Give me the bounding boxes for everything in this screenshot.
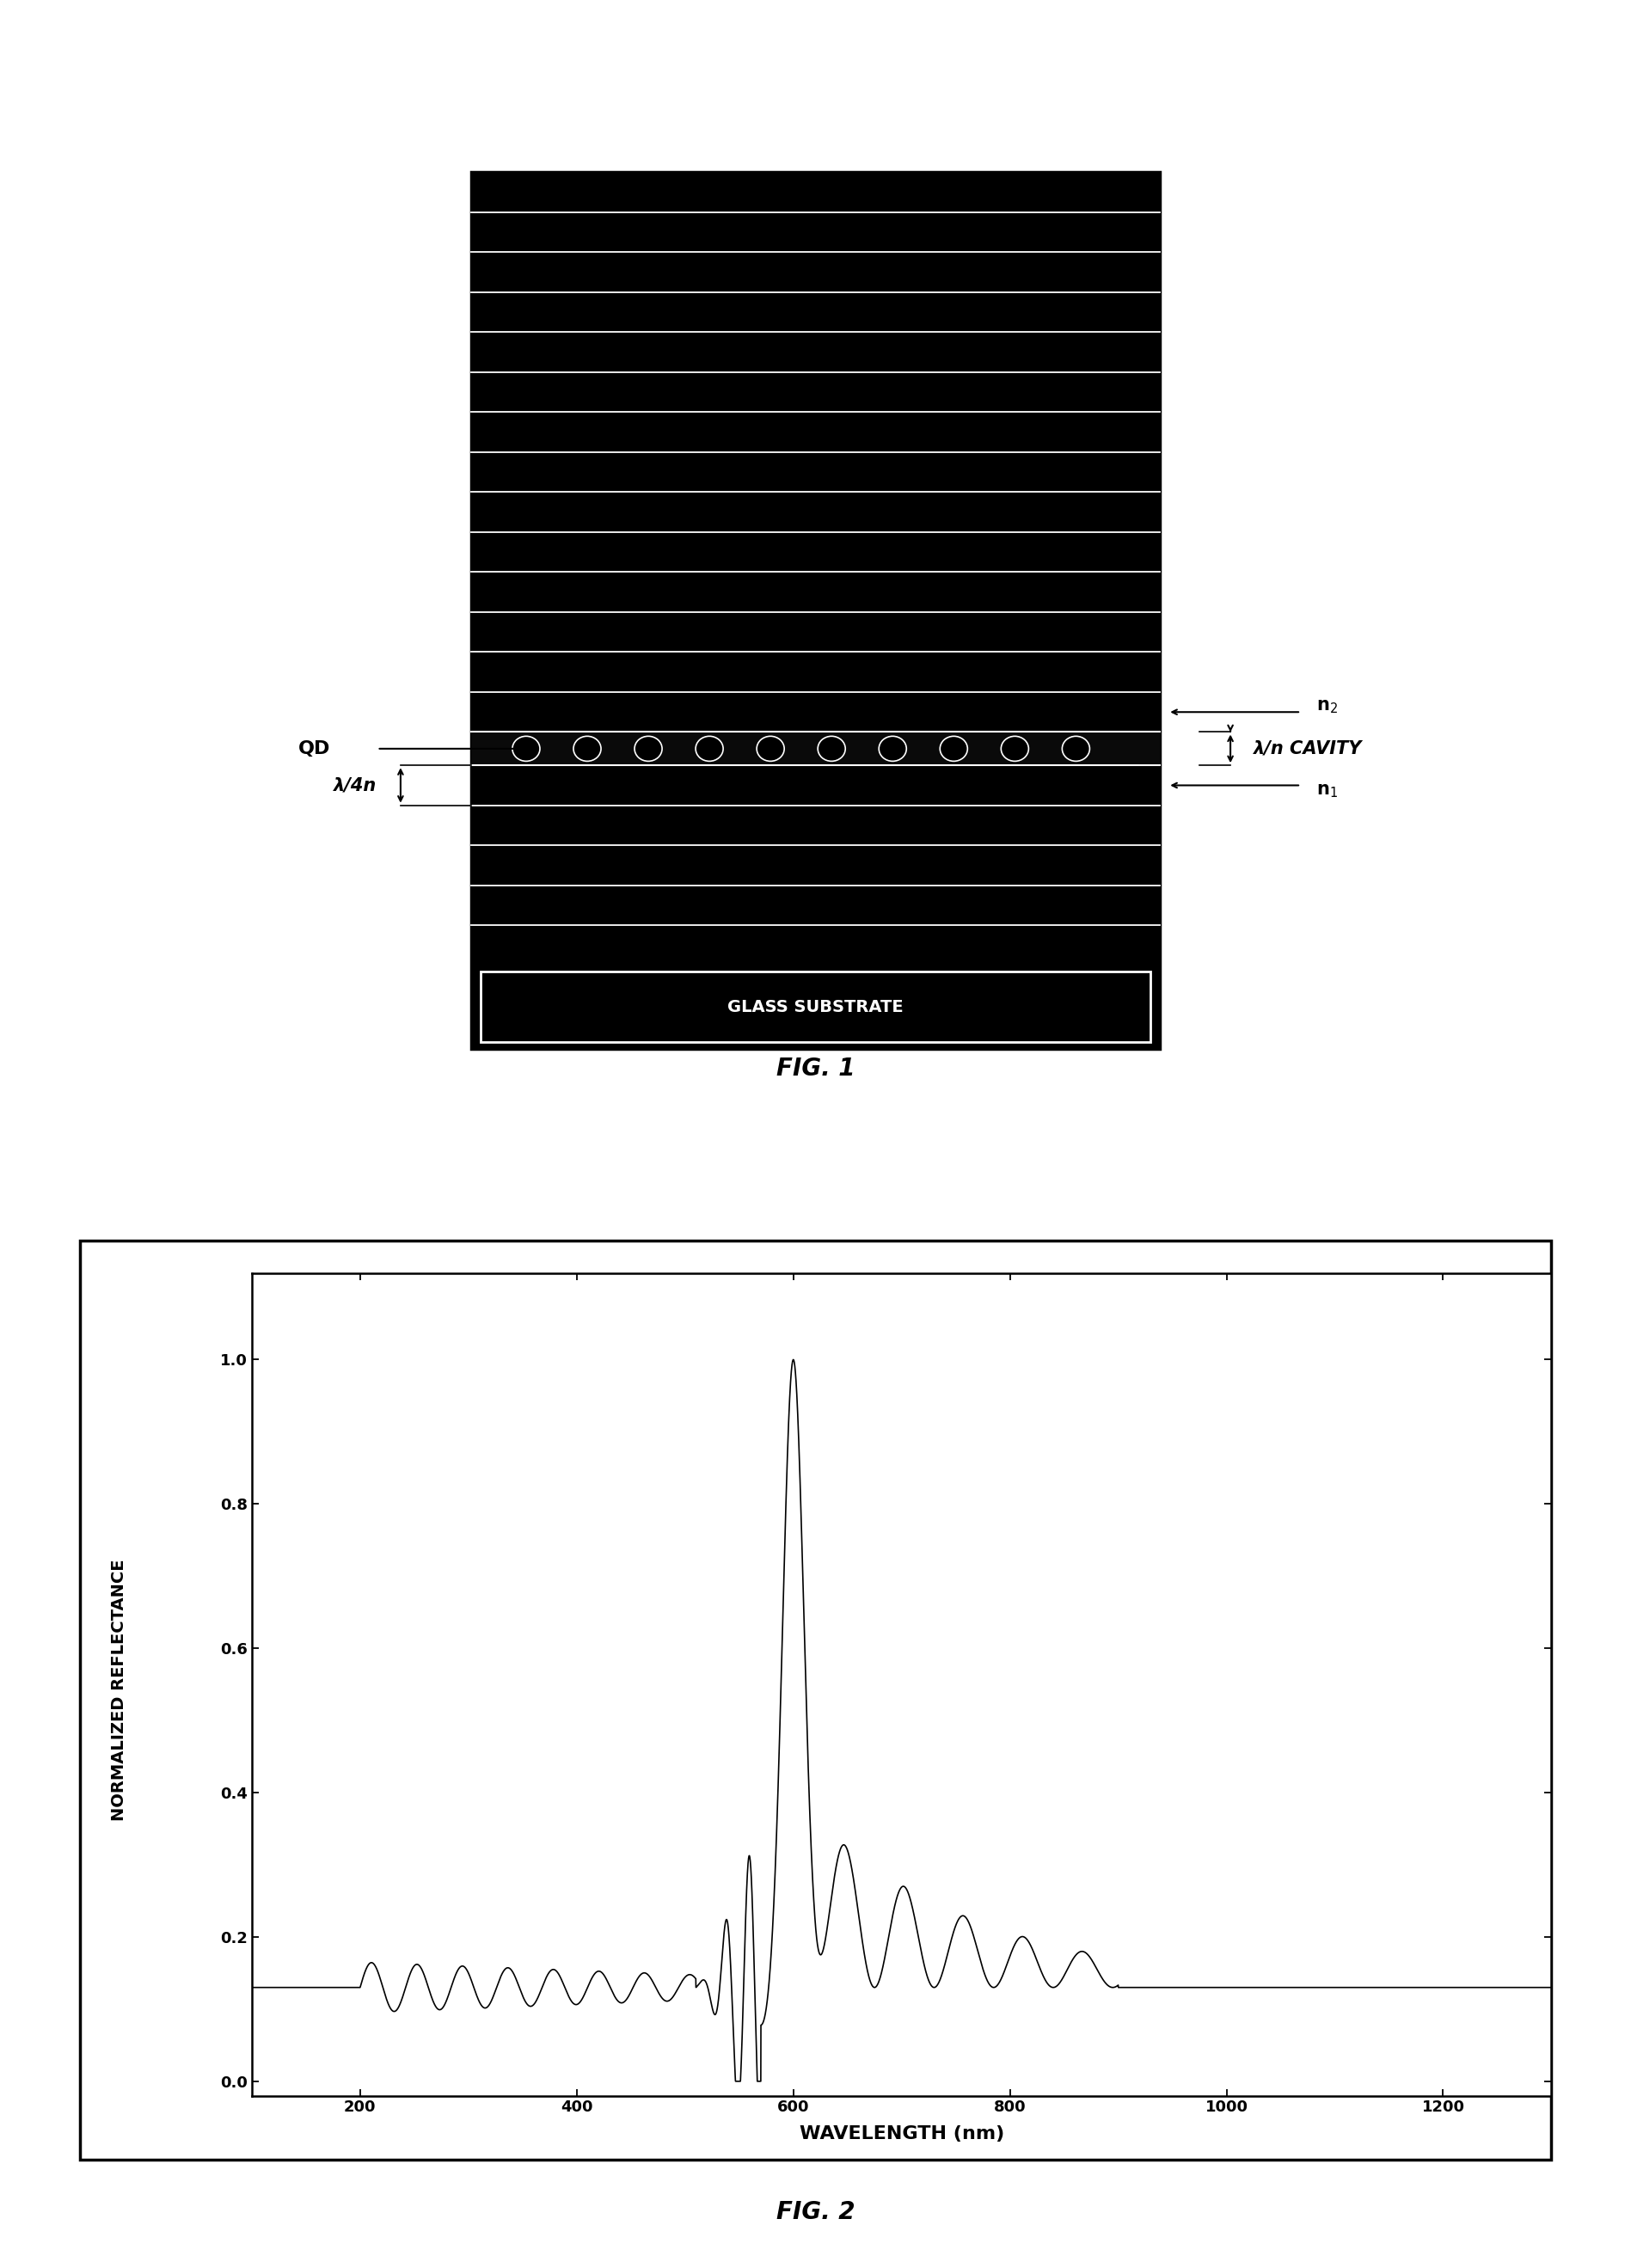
Ellipse shape	[939, 737, 967, 762]
Text: GLASS SUBSTRATE: GLASS SUBSTRATE	[727, 998, 904, 1016]
Ellipse shape	[696, 737, 723, 762]
Ellipse shape	[574, 737, 600, 762]
Text: FIG. 1: FIG. 1	[776, 1057, 855, 1080]
Text: λ/n CAVITY: λ/n CAVITY	[1254, 739, 1362, 758]
Ellipse shape	[634, 737, 662, 762]
Ellipse shape	[817, 737, 845, 762]
Text: FIG. 2: FIG. 2	[776, 2200, 855, 2225]
Bar	[471, 172, 1160, 1048]
Bar	[481, 971, 1150, 1041]
Bar	[471, 733, 1160, 764]
Ellipse shape	[512, 737, 540, 762]
Ellipse shape	[1001, 737, 1029, 762]
Text: QD: QD	[298, 739, 329, 758]
Text: n$_1$: n$_1$	[1316, 782, 1337, 798]
Ellipse shape	[879, 737, 907, 762]
Text: n$_2$: n$_2$	[1316, 699, 1337, 714]
Text: NORMALIZED REFLECTANCE: NORMALIZED REFLECTANCE	[111, 1558, 127, 1821]
Ellipse shape	[757, 737, 785, 762]
Bar	[80, 1241, 1551, 2159]
Ellipse shape	[1062, 737, 1090, 762]
Text: λ/4n: λ/4n	[334, 776, 377, 794]
